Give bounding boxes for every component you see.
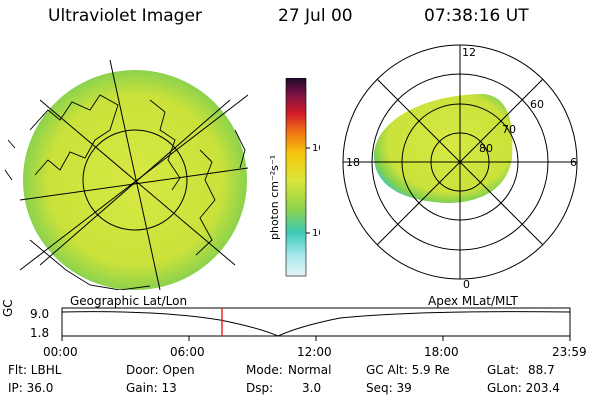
time-label: 07:38:16 UT xyxy=(424,6,529,26)
status-seq: Seq: 39 xyxy=(366,381,412,395)
auroral-oval xyxy=(373,94,513,203)
mlt-label-0: 0 xyxy=(463,278,470,291)
orbit-xtick-0600: 06:00 xyxy=(170,345,205,359)
orbit-ytick-9: 9.0 xyxy=(30,307,49,321)
colorbar-tick-100: 100 xyxy=(312,143,320,154)
orbit-yaxis-label: GC Alt xyxy=(1,300,15,317)
status-gain: Gain: 13 xyxy=(126,381,177,395)
mlat-label-80: 80 xyxy=(479,142,493,155)
mlt-label-6: 6 xyxy=(570,156,577,169)
status-mode-label: Mode: xyxy=(246,363,283,377)
geographic-panel-title: Geographic Lat/Lon xyxy=(70,294,188,308)
status-glat-value: 88.7 xyxy=(528,363,555,377)
colorbar-tick-10: 10 xyxy=(312,228,320,239)
altitude-curve xyxy=(61,311,571,337)
colorbar-unit-label: photon cm⁻²s⁻¹ xyxy=(268,155,281,240)
status-glon: GLon: 203.4 xyxy=(487,381,560,395)
colorbar: 100 10 photon cm⁻²s⁻¹ xyxy=(268,78,320,277)
status-glat-label: GLat: xyxy=(487,363,520,377)
status-ip: IP: 36.0 xyxy=(8,381,54,395)
mlt-label-18: 18 xyxy=(346,156,360,169)
colorbar-ticks xyxy=(306,147,310,234)
polar-plot: 12 18 6 0 60 70 80 xyxy=(342,44,578,291)
geographic-image-panel xyxy=(4,59,249,290)
coastlines xyxy=(4,94,246,290)
orbit-xtick-1800: 18:00 xyxy=(424,345,459,359)
apex-panel-title: Apex MLat/MLT xyxy=(428,294,518,308)
orbit-xtick-0000: 00:00 xyxy=(43,345,78,359)
mlt-label-12: 12 xyxy=(462,46,476,59)
orbit-xtick-1200: 12:00 xyxy=(297,345,332,359)
orbit-x-ticks xyxy=(61,336,571,341)
app-title: Ultraviolet Imager xyxy=(48,6,202,26)
orbit-altitude-panel: GC Alt 9.0 1.8 00:00 06:00 12:00 18:00 2… xyxy=(1,300,587,359)
status-filter: Flt: LBHL xyxy=(8,363,62,377)
colorbar-gradient xyxy=(285,78,307,277)
geo-grid-lines xyxy=(19,59,249,290)
status-dsp-value: 3.0 xyxy=(302,381,322,395)
orbit-ytick-1_8: 1.8 xyxy=(30,326,49,340)
mlat-label-70: 70 xyxy=(502,123,516,136)
status-gc-alt: GC Alt: 5.9 Re xyxy=(366,363,450,377)
polar-grid xyxy=(342,44,578,280)
status-dsp-label: Dsp: xyxy=(246,381,274,395)
status-door: Door: Open xyxy=(126,363,195,377)
status-mode-value: Normal xyxy=(288,363,332,377)
orbit-xtick-2359: 23:59 xyxy=(552,345,587,359)
date-label: 27 Jul 00 xyxy=(278,6,353,26)
mlat-label-60: 60 xyxy=(530,98,544,111)
